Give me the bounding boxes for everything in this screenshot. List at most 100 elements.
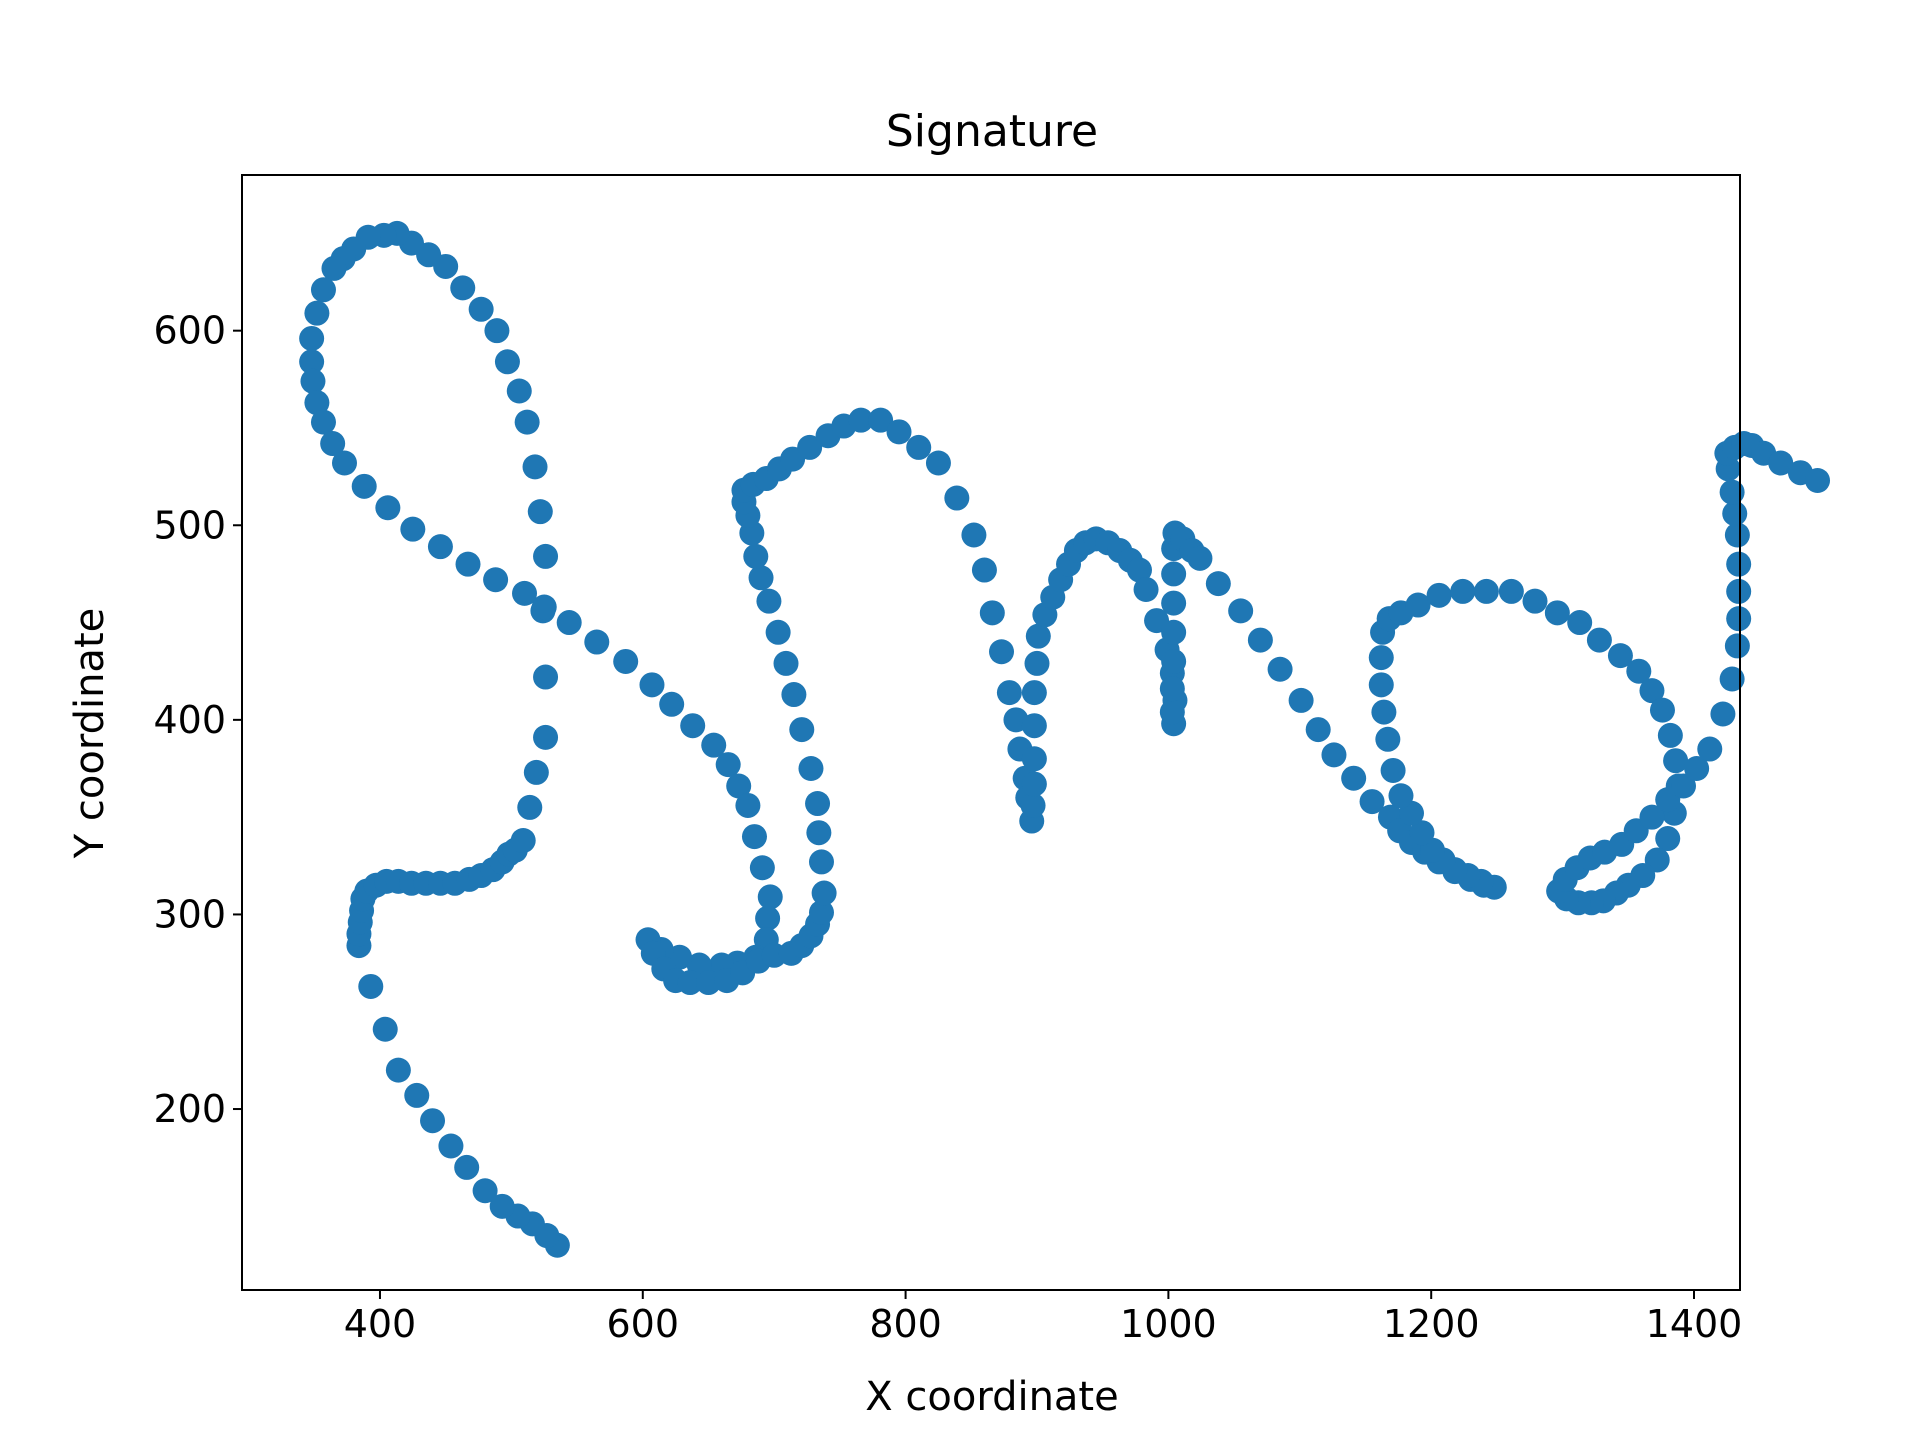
data-point xyxy=(989,639,1015,665)
data-point xyxy=(510,827,536,853)
data-points xyxy=(299,220,1831,1258)
data-point xyxy=(531,594,557,620)
data-point xyxy=(979,600,1005,626)
data-point xyxy=(1161,619,1187,645)
data-point xyxy=(1626,658,1652,684)
data-point xyxy=(1450,578,1476,604)
x-tick-label: 800 xyxy=(869,1302,942,1346)
data-point xyxy=(506,378,532,404)
data-point xyxy=(1586,627,1612,653)
y-tick-label: 300 xyxy=(153,892,226,936)
data-point xyxy=(1670,773,1696,799)
data-point xyxy=(1021,746,1047,772)
data-point xyxy=(1375,726,1401,752)
data-point xyxy=(523,759,549,785)
chart-title: Signature xyxy=(886,106,1098,157)
data-point xyxy=(848,407,874,433)
data-point xyxy=(741,824,767,850)
data-point xyxy=(789,717,815,743)
data-point xyxy=(1710,701,1736,727)
data-point xyxy=(677,970,703,996)
data-point xyxy=(1722,501,1748,527)
data-point xyxy=(351,473,377,499)
data-point xyxy=(450,275,476,301)
data-point xyxy=(971,557,997,583)
x-tick-label: 1000 xyxy=(1120,1302,1217,1346)
data-point xyxy=(1498,578,1524,604)
data-point xyxy=(1544,600,1570,626)
data-point xyxy=(639,672,665,698)
data-point xyxy=(1161,561,1187,587)
data-point xyxy=(533,724,559,750)
y-axis-label: Y coordinate xyxy=(67,608,113,860)
data-point xyxy=(1359,789,1385,815)
data-point xyxy=(299,349,325,375)
data-point xyxy=(420,1108,446,1134)
data-point xyxy=(320,431,346,457)
data-point xyxy=(556,610,582,636)
data-point xyxy=(375,495,401,521)
data-point xyxy=(756,588,782,614)
data-point xyxy=(455,551,481,577)
data-point xyxy=(1409,820,1435,846)
data-point xyxy=(1726,578,1752,604)
data-point xyxy=(533,664,559,690)
data-point xyxy=(1288,687,1314,713)
data-point xyxy=(806,820,832,846)
data-point xyxy=(1663,748,1689,774)
y-tick-label: 400 xyxy=(153,698,226,742)
data-point xyxy=(811,880,837,906)
data-point xyxy=(1426,582,1452,608)
data-point xyxy=(1305,717,1331,743)
data-point xyxy=(304,300,330,326)
data-point xyxy=(527,499,553,525)
data-point xyxy=(1341,765,1367,791)
data-point xyxy=(961,522,987,548)
axis-ticks: 400 600 800 1000 1200 1400 200 300 400 500 600 xyxy=(153,309,1742,1346)
data-point xyxy=(757,884,783,910)
data-point xyxy=(1021,680,1047,706)
x-axis-label: X coordinate xyxy=(865,1374,1118,1420)
data-point xyxy=(1025,623,1051,649)
data-point xyxy=(659,691,685,717)
data-point xyxy=(1805,468,1831,494)
data-point xyxy=(886,419,912,445)
data-point xyxy=(1473,578,1499,604)
data-point xyxy=(1655,826,1681,852)
data-point xyxy=(781,682,807,708)
data-point xyxy=(1726,551,1752,577)
data-point xyxy=(385,1057,411,1083)
data-point xyxy=(1768,450,1794,476)
data-point xyxy=(1724,522,1750,548)
data-point xyxy=(1187,545,1213,571)
data-point xyxy=(798,755,824,781)
data-point xyxy=(468,296,494,322)
data-point xyxy=(331,450,357,476)
data-point xyxy=(1380,757,1406,783)
data-point xyxy=(748,565,774,591)
data-point xyxy=(1388,783,1414,809)
data-point xyxy=(472,1178,498,1204)
data-point xyxy=(517,794,543,820)
data-point xyxy=(1126,557,1152,583)
plot-frame xyxy=(241,174,1741,1291)
data-point xyxy=(533,543,559,569)
x-tick-label: 1400 xyxy=(1646,1302,1743,1346)
data-point xyxy=(726,773,752,799)
data-point xyxy=(1024,650,1050,676)
data-point xyxy=(1161,648,1187,674)
data-point xyxy=(765,619,791,645)
data-point xyxy=(1684,755,1710,781)
data-point xyxy=(749,855,775,881)
data-point xyxy=(483,567,509,593)
data-point xyxy=(1161,590,1187,616)
data-point xyxy=(680,713,706,739)
data-point xyxy=(1205,571,1231,597)
data-point xyxy=(808,899,834,925)
data-point xyxy=(300,368,326,394)
data-point xyxy=(438,1133,464,1159)
data-point xyxy=(715,752,741,778)
data-point xyxy=(1159,699,1185,725)
